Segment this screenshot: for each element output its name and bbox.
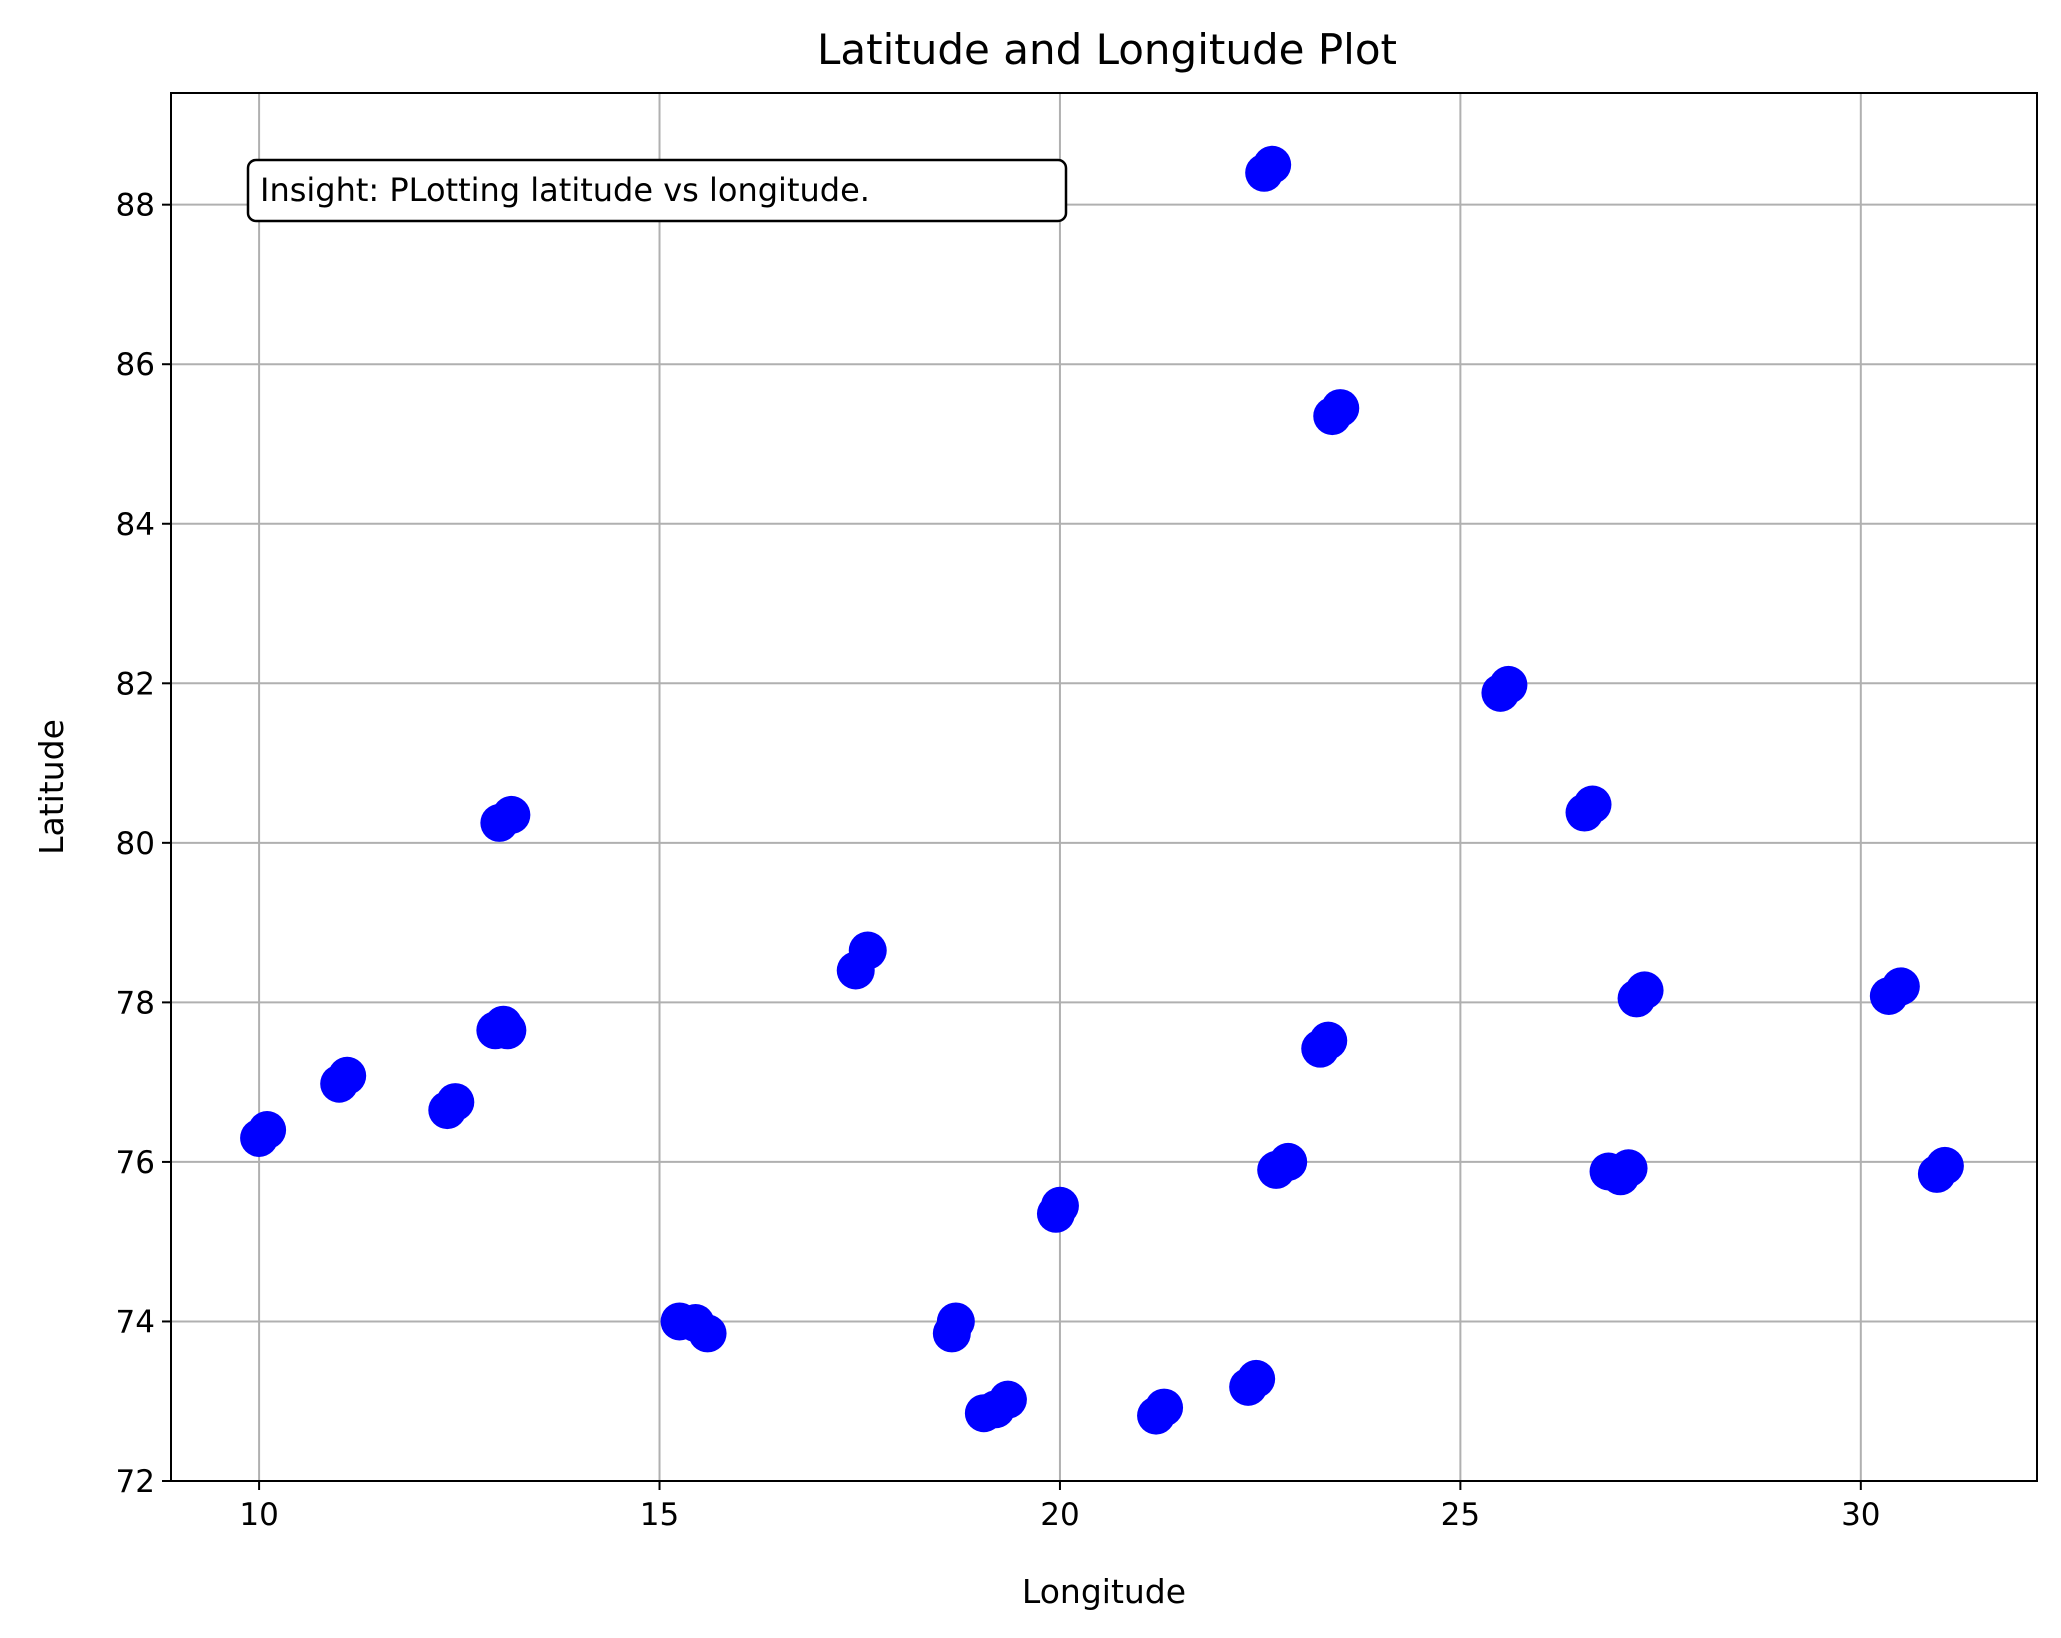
data-point: [328, 1056, 367, 1095]
data-point: [1881, 967, 1920, 1006]
data-point: [492, 795, 531, 834]
plot-frame: [170, 92, 2038, 1482]
annotation-text: Insight: PLotting latitude vs longitude.: [260, 171, 870, 209]
y-tick-label: 72: [116, 1464, 155, 1500]
data-point: [1625, 971, 1664, 1010]
x-tick-label: 30: [1841, 1497, 1880, 1533]
data-point: [1253, 145, 1292, 184]
y-tick-label: 74: [116, 1304, 155, 1340]
data-point: [1573, 785, 1612, 824]
grid-lines: [171, 93, 2037, 1482]
data-point: [248, 1111, 287, 1150]
y-tick-label: 88: [116, 188, 155, 224]
y-tick-label: 86: [116, 347, 155, 383]
annotation-box: Insight: PLotting latitude vs longitude.: [246, 158, 1068, 223]
data-point: [1925, 1146, 1964, 1185]
data-point: [1040, 1186, 1079, 1225]
data-point: [988, 1380, 1027, 1419]
data-point: [436, 1083, 475, 1122]
data-point: [1489, 665, 1528, 704]
data-points: [240, 145, 1964, 1435]
y-tick-label: 76: [116, 1145, 155, 1181]
data-point: [1321, 389, 1360, 428]
data-point: [688, 1314, 727, 1353]
y-axis-label: Latitude: [32, 719, 71, 855]
data-point: [1145, 1388, 1184, 1427]
x-tick-label: 25: [1441, 1497, 1480, 1533]
data-point: [1609, 1149, 1648, 1188]
annotation-frame: [246, 158, 1068, 223]
y-tick-label: 80: [116, 826, 155, 862]
chart-title: Latitude and Longitude Plot: [817, 25, 1397, 74]
data-point: [1237, 1359, 1276, 1398]
y-tick-label: 84: [116, 507, 155, 543]
x-tick-label: 15: [640, 1497, 679, 1533]
data-point: [1309, 1021, 1348, 1060]
data-point: [848, 931, 887, 970]
y-tick-label: 78: [116, 985, 155, 1021]
axis-ticks: 10 15 20 25 30 72 74 76 78 80 82 84 86 88: [116, 188, 1881, 1533]
y-tick-label: 82: [116, 666, 155, 702]
data-point: [936, 1302, 975, 1341]
x-axis-label: Longitude: [1022, 1572, 1186, 1611]
x-tick-label: 20: [1040, 1497, 1079, 1533]
data-point: [1269, 1142, 1308, 1181]
x-tick-label: 10: [239, 1497, 278, 1533]
data-point: [488, 1011, 527, 1050]
